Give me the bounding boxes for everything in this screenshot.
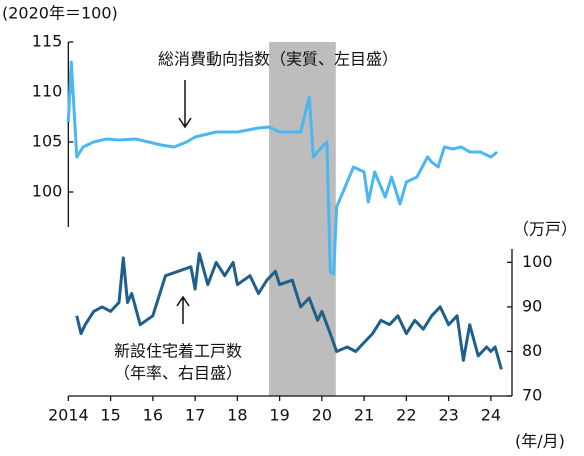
arrow [176, 80, 192, 324]
series-line [66, 60, 499, 276]
y-tick-label: 110 [32, 82, 63, 101]
y-tick-label: 115 [32, 32, 63, 51]
y2-tick-label: 90 [522, 296, 542, 315]
x-tick-label: 16 [143, 406, 163, 425]
x-tick-label: 2014 [48, 406, 89, 425]
y2-tick-label: 100 [522, 252, 553, 271]
y-tick-label: 105 [32, 132, 63, 151]
y-tick-label: 100 [32, 182, 63, 201]
annotation: （年率、右目盛） [114, 364, 242, 383]
x-unit-label: (年/月) [515, 432, 565, 451]
x-tick-label: 21 [354, 406, 374, 425]
annotation: 新設住宅着工戸数 [114, 342, 242, 361]
shade-band [269, 42, 336, 396]
x-tick-label: 24 [481, 406, 501, 425]
y2-unit-label: （万戸） [513, 220, 577, 239]
x-tick-label: 22 [396, 406, 416, 425]
series-line [75, 252, 503, 370]
y2-tick-label: 70 [522, 386, 542, 405]
x-tick-label: 17 [185, 406, 205, 425]
y-unit-label: (2020年＝100) [2, 4, 118, 23]
x-tick-label: 19 [269, 406, 289, 425]
annotation: 総消費動向指数（実質、左目盛） [158, 50, 398, 69]
y2-tick-label: 80 [522, 341, 542, 360]
x-tick-label: 23 [438, 406, 458, 425]
x-tick-label: 20 [312, 406, 332, 425]
x-tick-label: 18 [227, 406, 247, 425]
x-tick-label: 15 [100, 406, 120, 425]
